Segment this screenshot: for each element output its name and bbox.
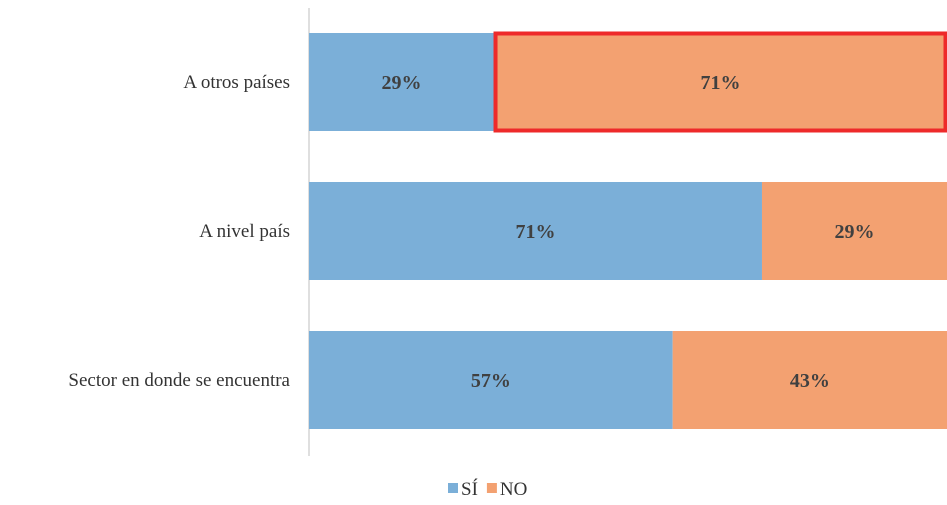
data-label-no-sector-en-donde-se-encuentra: 43% xyxy=(790,370,830,392)
legend-label-no: NO xyxy=(500,479,527,500)
category-label-a-nivel-pais: A nivel país xyxy=(199,221,290,242)
data-label-si-a-nivel-pais: 71% xyxy=(515,221,555,243)
legend: SÍ NO xyxy=(448,478,527,500)
bar-no-a-nivel-pais xyxy=(761,182,947,280)
category-label-a-otros-paises: A otros países xyxy=(183,72,290,93)
data-label-si-a-otros-paises: 29% xyxy=(382,72,422,94)
category-labels-group: A otros países A nivel país Sector en dond… xyxy=(68,72,290,391)
data-label-si-sector-en-donde-se-encuentra: 57% xyxy=(471,370,511,392)
legend-label-si: SÍ xyxy=(461,478,478,500)
bar-no-sector-en-donde-se-encuentra xyxy=(672,331,947,429)
legend-swatch-si xyxy=(448,483,458,493)
data-label-no-a-nivel-pais: 29% xyxy=(834,221,874,243)
category-label-sector-en-donde-se-encuentra: Sector en donde se encuentra xyxy=(68,370,290,391)
data-label-no-a-otros-paises: 71% xyxy=(701,72,741,94)
bars-group xyxy=(309,31,947,429)
bar-si-sector-en-donde-se-encuentra xyxy=(309,331,673,429)
legend-swatch-no xyxy=(486,483,497,493)
bar-no-a-otros-paises xyxy=(494,33,947,131)
bar-si-a-nivel-pais xyxy=(309,182,762,280)
highlight-outline xyxy=(493,31,947,133)
data-labels-group: 29% 71% 71% 29% 57% 43% xyxy=(382,72,875,392)
bar-si-a-otros-paises xyxy=(309,33,495,131)
